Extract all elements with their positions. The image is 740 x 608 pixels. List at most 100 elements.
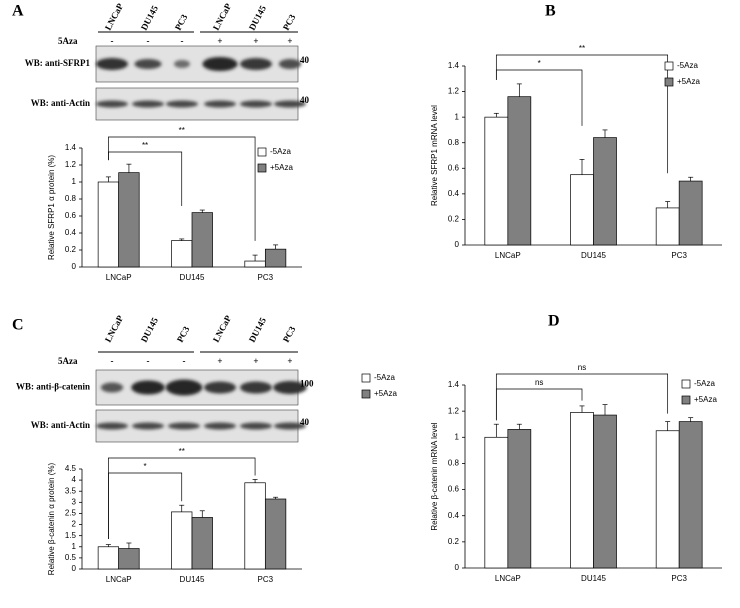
blot-band	[240, 100, 272, 108]
y-tick-label: 0.4	[448, 511, 460, 520]
significance-label: *	[144, 462, 147, 471]
legend-label: +5Aza	[374, 389, 397, 398]
y-tick-label: 0.8	[65, 194, 77, 203]
x-tick-label: PC3	[671, 251, 687, 260]
blot-band	[132, 422, 164, 430]
legend-label: +5Aza	[270, 163, 293, 172]
blot-band	[278, 59, 302, 69]
x-tick-label: DU145	[180, 273, 205, 282]
bar	[244, 260, 266, 268]
bar	[97, 546, 120, 570]
blot-band	[168, 422, 200, 430]
legend-swatch	[681, 379, 691, 389]
legend-swatch	[257, 147, 267, 157]
treatment-sign: +	[287, 36, 292, 46]
treatment-sign: +	[253, 36, 258, 46]
size-marker: 40	[300, 95, 310, 105]
bar-chart: 0 0.2 0.4 0.6 0.8 1 1.2 1.4 Relative β-catenin m…	[430, 363, 722, 583]
lane-label: LNCaP	[103, 313, 126, 344]
y-tick-label: 3	[72, 497, 77, 506]
blot-band	[100, 382, 124, 393]
treatment-label: 5Aza	[58, 36, 78, 46]
treatment-sign: -	[147, 36, 150, 46]
lane-label: DU145	[139, 315, 161, 344]
bar	[655, 430, 680, 569]
treatment-sign: -	[147, 356, 150, 366]
bar	[191, 212, 213, 268]
treatment-label: 5Aza	[58, 356, 78, 366]
legend-swatch	[664, 77, 674, 87]
y-tick-label: 0.6	[65, 211, 77, 220]
y-axis-label: Relative SFRP1 α protein (%)	[47, 155, 56, 260]
x-tick-label: DU145	[180, 575, 205, 584]
y-tick-label: 0.6	[448, 163, 460, 172]
panel-label: C	[12, 317, 24, 334]
bar	[570, 412, 594, 569]
blot-row-label: WB: anti-SFRP1	[25, 58, 91, 68]
bar	[264, 498, 287, 570]
blot-row-label: WB: anti-β-catenin	[16, 382, 90, 392]
treatment-sign: -	[183, 356, 186, 366]
legend-label: -5Aza	[270, 147, 291, 156]
panel-label: D	[548, 313, 560, 330]
y-tick-label: 2	[72, 520, 77, 529]
blot-band	[96, 422, 128, 430]
blot-band	[240, 58, 272, 70]
y-tick-label: 1.4	[448, 380, 460, 389]
blot-band	[274, 100, 306, 108]
y-tick-label: 1.2	[448, 406, 460, 415]
y-tick-label: 0.8	[448, 459, 460, 468]
significance-label: **	[579, 44, 585, 53]
y-tick-label: 1	[455, 432, 460, 441]
bar-chart: 0 0.2 0.4 0.6 0.8 1 1.2 1.4 Relative SFRP1 mRNA …	[430, 44, 722, 260]
size-marker: 40	[300, 55, 310, 65]
legend-label: -5Aza	[374, 373, 395, 382]
y-tick-label: 4	[72, 475, 77, 484]
lane-label: LNCaP	[211, 313, 234, 344]
bar	[593, 414, 617, 569]
y-tick-label: 1.4	[65, 143, 77, 152]
legend-label: +5Aza	[677, 77, 700, 86]
treatment-sign: +	[287, 356, 292, 366]
blot-band	[96, 58, 128, 70]
treatment-sign: +	[217, 36, 222, 46]
y-tick-label: 1.4	[448, 61, 460, 70]
legend-swatch	[361, 373, 371, 383]
blot-band	[202, 57, 238, 71]
lane-label: PC3	[281, 12, 298, 32]
y-tick-label: 0	[455, 240, 460, 249]
lane-label: DU145	[247, 315, 269, 344]
x-tick-label: PC3	[258, 273, 274, 282]
lane-label: PC3	[281, 324, 298, 344]
x-tick-label: LNCaP	[106, 575, 132, 584]
blot-band	[204, 422, 236, 430]
y-tick-label: 0.4	[448, 189, 460, 198]
legend-swatch	[664, 61, 674, 71]
legend-label: -5Aza	[677, 61, 698, 70]
bar	[570, 174, 594, 246]
lane-label: PC3	[173, 12, 190, 32]
y-tick-label: 1.2	[65, 160, 77, 169]
blot-band	[134, 59, 162, 69]
bar	[191, 517, 213, 570]
treatment-sign: +	[217, 356, 222, 366]
blot-band	[204, 381, 236, 394]
y-tick-label: 1	[72, 177, 77, 186]
legend-label: -5Aza	[694, 379, 715, 388]
significance-label: ns	[578, 363, 586, 372]
significance-label: *	[538, 59, 541, 68]
y-tick-label: 0.5	[65, 553, 77, 562]
x-tick-label: DU145	[581, 251, 606, 260]
treatment-sign: -	[111, 356, 114, 366]
y-tick-label: 0.6	[448, 485, 460, 494]
x-tick-label: LNCaP	[495, 574, 521, 583]
significance-bracket	[495, 388, 583, 421]
bar	[593, 137, 617, 246]
legend-swatch	[681, 395, 691, 405]
blot-band	[165, 379, 203, 396]
size-marker: 40	[300, 417, 310, 427]
bar	[171, 240, 193, 268]
bar	[244, 482, 266, 570]
bar-chart: 0 0.5 1 1.5 2 2.5 3 3.5 4 4.5 Relative β-catenin α…	[47, 373, 397, 584]
lane-label: LNCaP	[103, 1, 126, 32]
